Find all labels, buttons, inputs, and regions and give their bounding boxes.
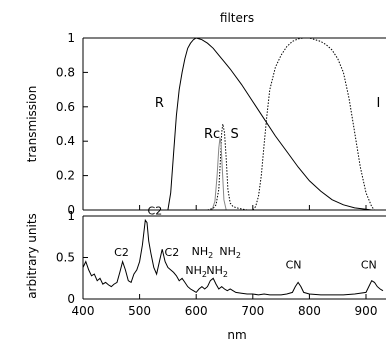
emission-label-nh2: NH2 bbox=[206, 264, 228, 279]
bottom-y-tick-label: 0.5 bbox=[56, 251, 75, 265]
bottom-y-tick-label: 1 bbox=[67, 209, 75, 223]
top-series-rc-line bbox=[211, 137, 227, 211]
x-tick-label: 500 bbox=[128, 304, 151, 318]
top-y-tick-label: 0.2 bbox=[56, 169, 75, 183]
top-series-s-line bbox=[207, 123, 248, 211]
top-y-tick-label: 0.4 bbox=[56, 134, 75, 148]
curve-label-r: R bbox=[155, 96, 164, 111]
curve-label-rc: Rc bbox=[204, 127, 220, 142]
emission-label-nh2: NH2 bbox=[219, 245, 241, 260]
curve-label-s: S bbox=[231, 127, 239, 142]
bottom-x-ticks: 400 500 600 700 800 900 bbox=[72, 205, 378, 318]
x-tick-label: 400 bbox=[72, 304, 95, 318]
emission-label-cn: CN bbox=[286, 258, 302, 271]
top-curve-labels: R Rc S I bbox=[155, 96, 380, 142]
x-axis-title: nm bbox=[227, 328, 246, 340]
chart-title: filters bbox=[220, 11, 254, 25]
bottom-series-group bbox=[82, 218, 384, 296]
top-series-r-line bbox=[167, 37, 372, 211]
top-series-i-line bbox=[252, 37, 375, 211]
emission-label-c2: C2 bbox=[165, 246, 180, 259]
top-y-tick-label: 0.8 bbox=[56, 65, 75, 79]
top-y-axis-title: transmission bbox=[25, 86, 39, 163]
top-panel: 0 0.2 0.4 0.6 0.8 1 R Rc S I bbox=[56, 31, 386, 217]
bottom-spectrum-line bbox=[82, 218, 384, 296]
emission-label-nh2: NH2 bbox=[192, 245, 214, 260]
emission-label-nh2: NH2 bbox=[185, 264, 207, 279]
top-series-group bbox=[167, 37, 375, 211]
emission-label-c2: C2 bbox=[148, 204, 163, 217]
bottom-y-axis-title: arbitrary units bbox=[25, 213, 39, 299]
emission-label-cn: CN bbox=[361, 258, 377, 271]
top-y-tick-label: 1 bbox=[67, 31, 75, 45]
x-tick-label: 700 bbox=[241, 304, 264, 318]
x-tick-label: 900 bbox=[355, 304, 378, 318]
x-tick-label: 600 bbox=[185, 304, 208, 318]
emission-label-c2: C2 bbox=[114, 246, 129, 259]
x-tick-label: 800 bbox=[298, 304, 321, 318]
top-y-tick-label: 0.6 bbox=[56, 100, 75, 114]
curve-label-i: I bbox=[377, 96, 381, 111]
bottom-y-tick-label: 0 bbox=[67, 292, 75, 306]
top-y-tick-label: 0 bbox=[67, 203, 75, 217]
